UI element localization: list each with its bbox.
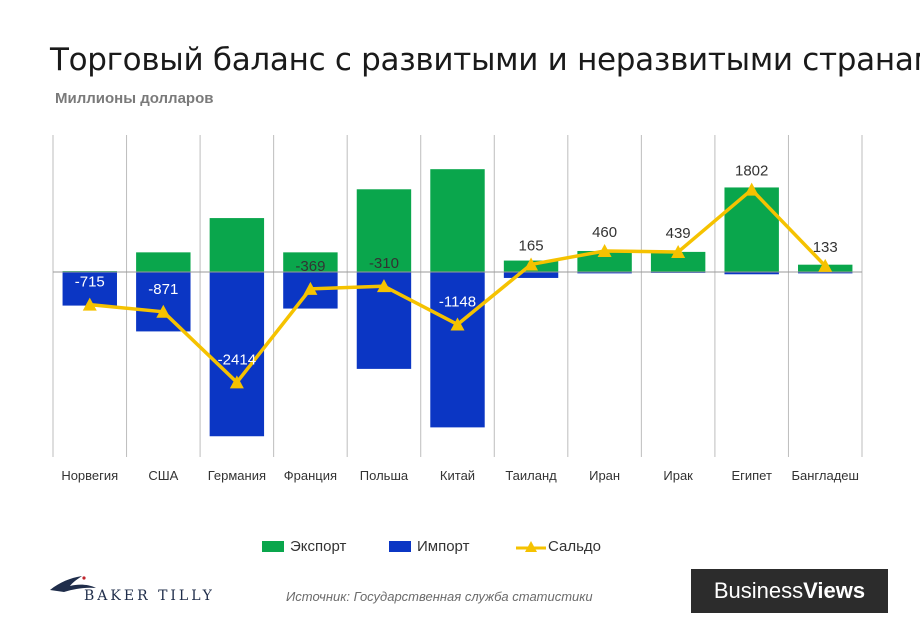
category-label: Польша [360, 468, 409, 483]
category-label: Ирак [663, 468, 693, 483]
export-bar [283, 252, 338, 272]
category-label: Норвегия [61, 468, 118, 483]
balance-data-label: -871 [148, 281, 178, 298]
category-label: Франция [284, 468, 337, 483]
bird-icon [50, 576, 96, 592]
balance-marker [303, 281, 318, 295]
legend-balance-marker-icon [516, 540, 546, 552]
export-bar [356, 189, 412, 272]
balance-data-label: 133 [813, 239, 838, 256]
balance-marker [450, 317, 465, 331]
category-label: США [148, 468, 178, 483]
legend-export-swatch [262, 541, 284, 552]
import-bar [430, 272, 485, 428]
category-label: Таиланд [505, 468, 557, 483]
balance-marker [376, 279, 391, 293]
legend-import-label: Импорт [417, 538, 470, 555]
import-bar [798, 272, 853, 274]
business-views-part1: Business [713, 578, 804, 603]
category-label: Китай [440, 468, 475, 483]
balance-marker [744, 182, 759, 196]
legend-import-swatch [389, 541, 411, 552]
balance-data-label: -715 [75, 274, 105, 291]
balance-marker [597, 243, 612, 257]
baker-tilly-text: BAKER TILLY [84, 588, 215, 604]
balance-marker [671, 244, 686, 258]
export-bar [209, 218, 265, 272]
balance-marker [229, 375, 244, 389]
balance-data-label: -2414 [218, 351, 256, 368]
import-bar [577, 272, 632, 274]
category-label: Иран [589, 468, 620, 483]
legend-import: Импорт [389, 538, 469, 555]
balance-data-label: 165 [519, 237, 544, 254]
export-bar [577, 250, 632, 272]
business-views-logo: Business Views [691, 569, 888, 613]
category-label: Бангладеш [791, 468, 858, 483]
baker-tilly-logo: BAKER TILLY [48, 572, 228, 612]
balance-data-label: -1148 [439, 293, 476, 310]
legend-balance: Сальдо [516, 538, 601, 555]
balance-marker [156, 304, 171, 318]
balance-data-label: 460 [592, 224, 617, 241]
business-views-part2: Views [803, 578, 866, 603]
export-bar [650, 251, 706, 272]
balance-marker [82, 297, 97, 311]
export-bar [724, 187, 779, 272]
balance-data-label: -369 [295, 258, 325, 275]
balance-marker [818, 258, 833, 272]
chart-title: Торговый баланс с развитыми и неразвитым… [50, 42, 920, 78]
legend-balance-label: Сальдо [548, 538, 602, 555]
trade-balance-chart: -715 -871 -2414 -369 -310 -1148 165 460 439 1802 1… [52, 135, 863, 483]
import-bar [136, 272, 191, 332]
chart-subtitle: Миллионы долларов [55, 90, 214, 107]
balance-data-label: 1802 [735, 163, 768, 180]
legend-export: Экспорт [262, 538, 346, 555]
import-bar [503, 272, 559, 278]
balance-data-label: -310 [369, 255, 399, 272]
balance-marker [524, 257, 539, 271]
source-note: Источник: Государственная служба статист… [286, 589, 593, 604]
import-bar [724, 272, 779, 275]
import-bar [209, 272, 265, 437]
category-label: Египет [731, 468, 772, 483]
export-bar [430, 169, 485, 272]
balance-data-label: 439 [666, 225, 691, 242]
export-bar [136, 252, 191, 272]
category-label: Германия [208, 468, 266, 483]
legend-export-label: Экспорт [290, 538, 347, 555]
